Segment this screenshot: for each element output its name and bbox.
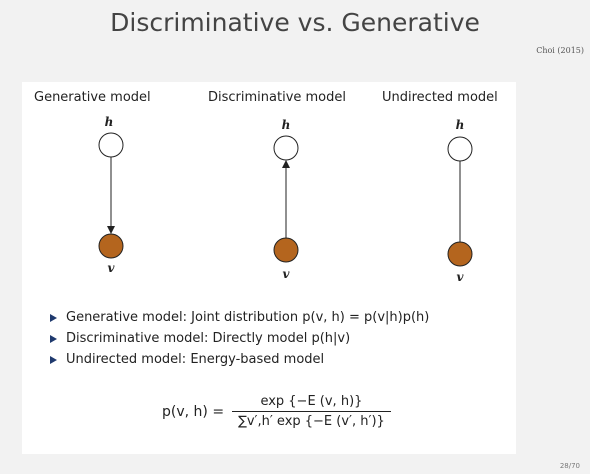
generative-hidden-node xyxy=(98,132,124,158)
formula-lhs: p(v, h) = xyxy=(162,403,225,420)
discriminative-v-label: v xyxy=(283,267,291,281)
bullet-text: Directly model p(h|v) xyxy=(212,331,351,346)
discriminative-model-label: Discriminative model xyxy=(208,90,346,105)
generative-observed-node xyxy=(98,233,124,259)
undirected-v-label: v xyxy=(457,270,465,284)
page-number: 28/70 xyxy=(559,462,580,470)
undirected-hidden-node xyxy=(447,136,473,162)
bullet-text: Joint distribution p(v, h) = p(v|h)p(h) xyxy=(191,310,430,325)
generative-h-label: h xyxy=(105,115,114,129)
bullet-label: Undirected model: xyxy=(66,352,187,367)
formula-fraction: exp {−E (v, h)} ∑v′,h′ exp {−E (v′, h′)} xyxy=(232,394,391,429)
undirected-model-label: Undirected model xyxy=(382,90,498,105)
triangle-bullet-icon xyxy=(50,313,57,322)
discriminative-h-label: h xyxy=(282,118,291,132)
bullet-item-generative: Generative model: Joint distribution p(v… xyxy=(50,310,429,325)
citation: Choi (2015) xyxy=(536,46,584,55)
bullet-list: Generative model: Joint distribution p(v… xyxy=(50,310,429,373)
formula-denominator: ∑v′,h′ exp {−E (v′, h′)} xyxy=(232,411,391,429)
triangle-bullet-icon xyxy=(50,355,57,364)
bullet-label: Discriminative model: xyxy=(66,331,209,346)
generative-v-label: v xyxy=(108,261,116,275)
bullet-item-discriminative: Discriminative model: Directly model p(h… xyxy=(50,331,429,346)
formula-numerator: exp {−E (v, h)} xyxy=(260,394,363,409)
energy-formula: p(v, h) = exp {−E (v, h)} ∑v′,h′ exp {−E… xyxy=(162,394,391,429)
undirected-observed-node xyxy=(447,241,473,267)
bullet-item-undirected: Undirected model: Energy-based model xyxy=(50,352,429,367)
undirected-h-label: h xyxy=(456,118,465,132)
graphical-models-diagram: h v h v h v xyxy=(98,115,473,284)
generative-model-label: Generative model xyxy=(34,90,151,105)
triangle-bullet-icon xyxy=(50,334,57,343)
bullet-text: Energy-based model xyxy=(190,352,325,367)
content-panel: Generative model Discriminative model Un… xyxy=(22,82,516,454)
discriminative-observed-node xyxy=(273,237,299,263)
bullet-label: Generative model: xyxy=(66,310,188,325)
discriminative-hidden-node xyxy=(273,135,299,161)
slide-title: Discriminative vs. Generative xyxy=(110,8,480,37)
